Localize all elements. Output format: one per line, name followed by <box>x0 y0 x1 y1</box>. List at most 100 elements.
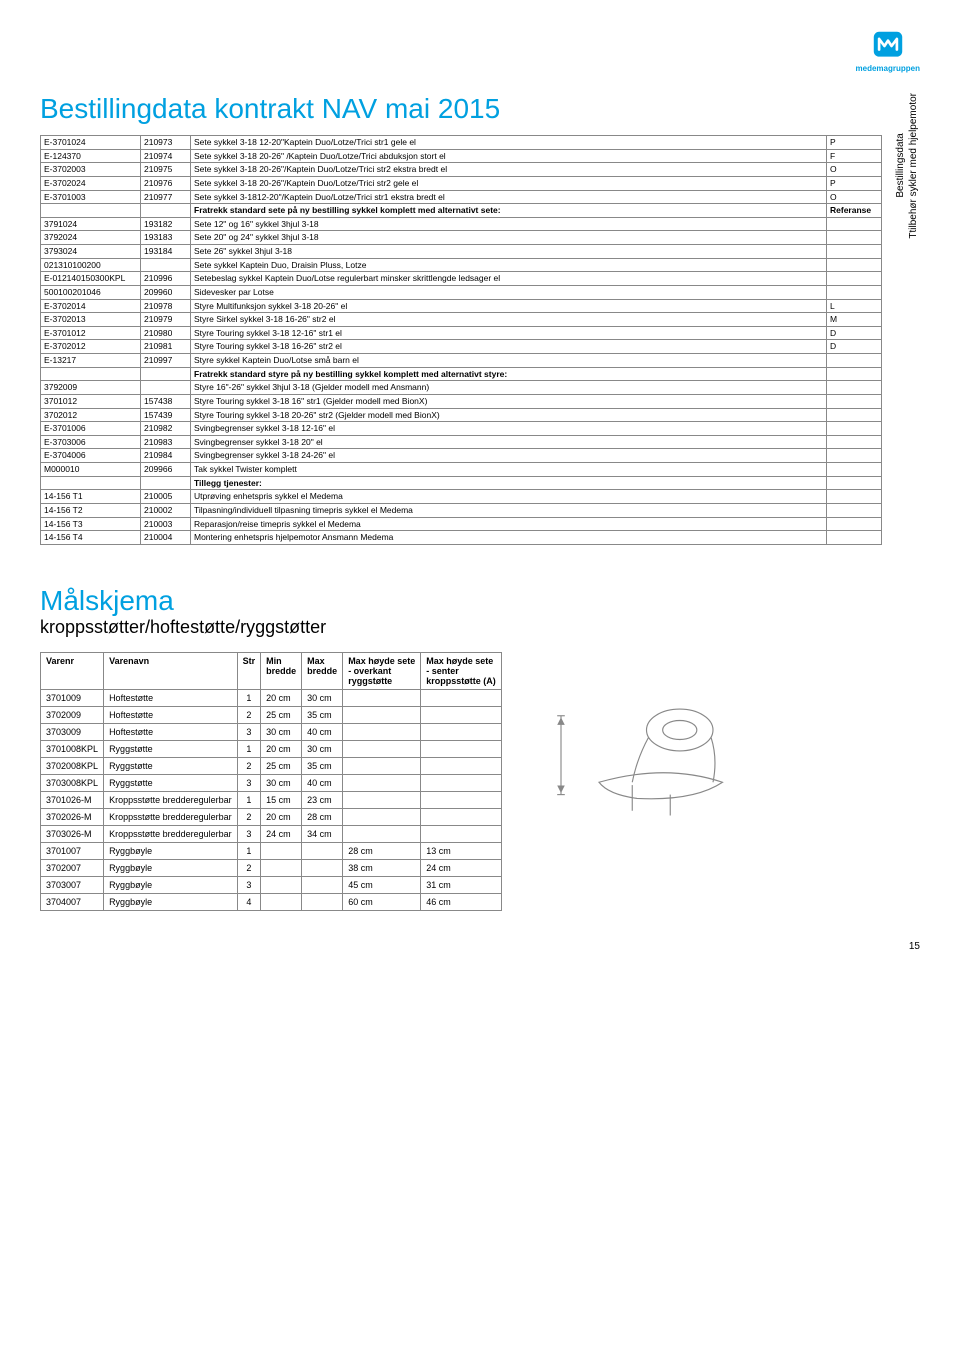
table-cell: M000010 <box>41 463 141 477</box>
table-cell: 15 cm <box>261 791 302 808</box>
table-cell: 30 cm <box>261 723 302 740</box>
table-row: E-012140150300KPL210996Setebeslag sykkel… <box>41 272 882 286</box>
table-row: Fratrekk standard sete på ny bestilling … <box>41 204 882 218</box>
table-row: 3702007Ryggbøyle238 cm24 cm <box>41 859 502 876</box>
table-cell: Hoftestøtte <box>104 706 238 723</box>
table-cell <box>343 757 421 774</box>
table-row: 3791024193182Sete 12" og 16" sykkel 3hju… <box>41 217 882 231</box>
table-cell: Hoftestøtte <box>104 723 238 740</box>
table-cell <box>261 842 302 859</box>
table-cell: Kroppsstøtte bredderegulerbar <box>104 791 238 808</box>
table-cell: 14-156 T3 <box>41 517 141 531</box>
table-cell <box>827 422 882 436</box>
table-cell: 210981 <box>141 340 191 354</box>
table-cell <box>343 740 421 757</box>
table-row: 3702008KPLRyggstøtte225 cm35 cm <box>41 757 502 774</box>
table-row: E-124370210974Sete sykkel 3-18 20-26" /K… <box>41 149 882 163</box>
table-row: 3701008KPLRyggstøtte120 cm30 cm <box>41 740 502 757</box>
table-cell: 3791024 <box>41 217 141 231</box>
table-cell: Styre 16"-26" sykkel 3hjul 3-18 (Gjelder… <box>191 381 827 395</box>
table-cell: 3792024 <box>41 231 141 245</box>
table-cell: 210979 <box>141 313 191 327</box>
table-row: E-3704006210984Svingbegrenser sykkel 3-1… <box>41 449 882 463</box>
table-cell: E-3703006 <box>41 435 141 449</box>
table-cell: 3701009 <box>41 689 104 706</box>
table-cell: Sidevesker par Lotse <box>191 285 827 299</box>
header: medemagruppen <box>40 30 920 73</box>
table-cell: Sete 12" og 16" sykkel 3hjul 3-18 <box>191 217 827 231</box>
page-number: 15 <box>40 941 920 952</box>
table-cell <box>141 476 191 490</box>
table-row: 500100201046209960Sidevesker par Lotse <box>41 285 882 299</box>
order-data-table: E-3701024210973Sete sykkel 3-18 12-20"Ka… <box>40 135 882 545</box>
table-cell: Sete sykkel 3-18 20-26"/Kaptein Duo/Lotz… <box>191 163 827 177</box>
table-cell: 157438 <box>141 394 191 408</box>
table-row: 3702009Hoftestøtte225 cm35 cm <box>41 706 502 723</box>
table-cell <box>827 490 882 504</box>
table-cell: 210003 <box>141 517 191 531</box>
table-cell <box>141 367 191 381</box>
table-cell: 210005 <box>141 490 191 504</box>
table-cell <box>302 893 343 910</box>
table-cell: 30 cm <box>302 740 343 757</box>
table-cell: O <box>827 190 882 204</box>
table-cell: Kroppsstøtte bredderegulerbar <box>104 825 238 842</box>
table-cell <box>421 808 502 825</box>
table-cell: 210984 <box>141 449 191 463</box>
table-cell: Svingbegrenser sykkel 3-18 20" el <box>191 435 827 449</box>
table-cell: Ryggstøtte <box>104 740 238 757</box>
table-row: E-3702024210976Sete sykkel 3-18 20-26"/K… <box>41 176 882 190</box>
table-cell: D <box>827 340 882 354</box>
table-cell: 34 cm <box>302 825 343 842</box>
table-row: 3701007Ryggbøyle128 cm13 cm <box>41 842 502 859</box>
table-cell: 210973 <box>141 136 191 150</box>
table-cell: 3703007 <box>41 876 104 893</box>
table-cell: E-3701024 <box>41 136 141 150</box>
table-cell: 210980 <box>141 326 191 340</box>
table-cell: 35 cm <box>302 757 343 774</box>
table-cell: Sete sykkel 3-18 20-26"/Kaptein Duo/Lotz… <box>191 176 827 190</box>
table-cell: 25 cm <box>261 706 302 723</box>
table-row: E-3702012210981Styre Touring sykkel 3-18… <box>41 340 882 354</box>
table-cell: 20 cm <box>261 689 302 706</box>
table-cell <box>827 217 882 231</box>
table-cell: E-3704006 <box>41 449 141 463</box>
table-cell: Setebeslag sykkel Kaptein Duo/Lotse regu… <box>191 272 827 286</box>
table-cell: 3703008KPL <box>41 774 104 791</box>
table-cell: 14-156 T4 <box>41 531 141 545</box>
table-cell: 157439 <box>141 408 191 422</box>
table-header-cell: Varenavn <box>104 652 238 689</box>
table-cell: 3701008KPL <box>41 740 104 757</box>
table-row: 3702026-MKroppsstøtte bredderegulerbar22… <box>41 808 502 825</box>
table-cell: 210974 <box>141 149 191 163</box>
table-cell: 3701026-M <box>41 791 104 808</box>
table-cell: 2 <box>237 859 261 876</box>
table-cell: E-3701012 <box>41 326 141 340</box>
table-cell: 3704007 <box>41 893 104 910</box>
table-cell: Styre Touring sykkel 3-18 12-16" str1 el <box>191 326 827 340</box>
table-cell: 38 cm <box>343 859 421 876</box>
table-cell: 35 cm <box>302 706 343 723</box>
table-cell: 210976 <box>141 176 191 190</box>
table-row: 3793024193184Sete 26" sykkel 3hjul 3-18 <box>41 245 882 259</box>
table-cell: 3703026-M <box>41 825 104 842</box>
table-cell: 3 <box>237 876 261 893</box>
table-cell: 1 <box>237 842 261 859</box>
table-cell: Styre Multifunksjon sykkel 3-18 20-26" e… <box>191 299 827 313</box>
table-cell: Ryggbøyle <box>104 876 238 893</box>
table-cell: 24 cm <box>261 825 302 842</box>
table-cell <box>827 394 882 408</box>
table-cell: 210004 <box>141 531 191 545</box>
table-cell <box>343 808 421 825</box>
table-cell <box>421 706 502 723</box>
table-cell: L <box>827 299 882 313</box>
page-title: Bestillingdata kontrakt NAV mai 2015 <box>40 93 882 125</box>
table-cell: E-3701006 <box>41 422 141 436</box>
table-cell: 3793024 <box>41 245 141 259</box>
table-cell <box>827 476 882 490</box>
table-cell <box>421 791 502 808</box>
table-row: 3703008KPLRyggstøtte330 cm40 cm <box>41 774 502 791</box>
table-cell <box>343 791 421 808</box>
table-cell <box>141 381 191 395</box>
table-header-cell: Varenr <box>41 652 104 689</box>
